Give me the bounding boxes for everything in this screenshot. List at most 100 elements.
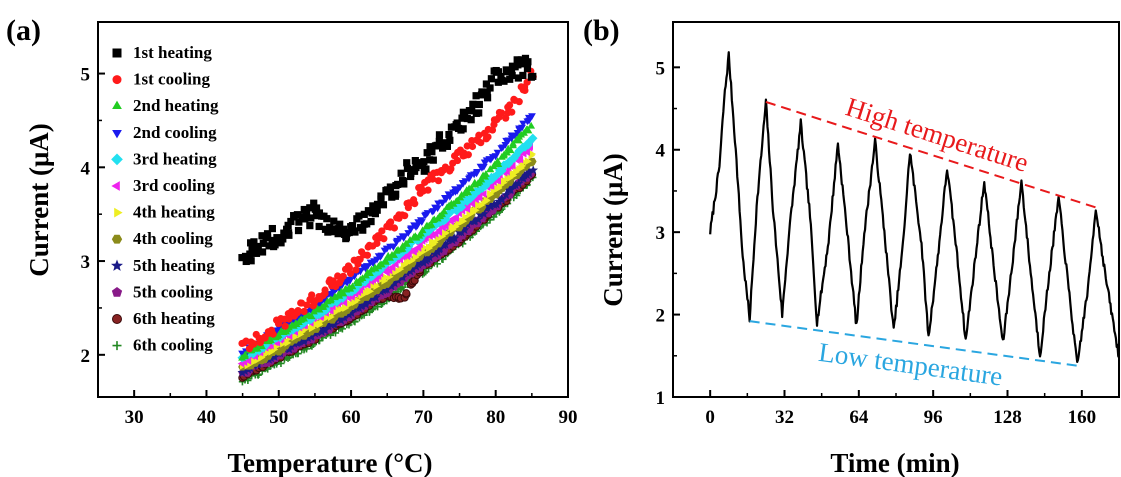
data-point xyxy=(344,309,354,319)
x-tick-label: 50 xyxy=(269,407,288,428)
data-point xyxy=(469,100,477,108)
data-point xyxy=(370,292,381,302)
data-point xyxy=(424,186,432,194)
current-trace xyxy=(709,51,1120,364)
data-point xyxy=(486,84,494,92)
legend-entry: 4th heating xyxy=(114,203,215,222)
data-point xyxy=(346,269,355,278)
data-point xyxy=(467,116,475,124)
high-temperature-label: High temperature xyxy=(842,92,1032,178)
data-point xyxy=(373,303,382,311)
data-point xyxy=(367,217,375,226)
series-1st-heating xyxy=(238,54,537,266)
panel-b-label: (b) xyxy=(583,14,620,47)
series-2nd-heating xyxy=(238,121,536,361)
data-point xyxy=(474,185,484,196)
data-point xyxy=(392,190,400,198)
data-point xyxy=(505,184,516,194)
data-point xyxy=(381,256,390,264)
data-point xyxy=(519,170,530,180)
x-tick-label: 90 xyxy=(559,407,578,428)
data-point xyxy=(453,188,462,195)
data-point xyxy=(418,226,427,234)
data-point xyxy=(502,114,510,122)
legend-label: 1st cooling xyxy=(133,70,210,89)
data-point xyxy=(525,117,533,125)
data-point xyxy=(386,183,394,191)
x-tick-label: 128 xyxy=(993,407,1022,428)
data-point xyxy=(237,367,248,377)
data-point xyxy=(520,128,528,136)
data-point xyxy=(294,306,302,315)
data-point xyxy=(524,58,532,66)
data-point xyxy=(473,169,481,176)
data-point xyxy=(452,222,460,231)
legend-label: 1st heating xyxy=(133,43,212,62)
data-point xyxy=(389,243,398,251)
data-point xyxy=(452,213,460,222)
data-point xyxy=(434,244,445,254)
data-point xyxy=(523,148,530,157)
data-point xyxy=(320,325,330,335)
data-point xyxy=(497,166,507,176)
data-point xyxy=(441,196,450,204)
legend-entry: 5th heating xyxy=(111,256,215,275)
data-point xyxy=(279,235,287,243)
data-point xyxy=(483,94,492,102)
data-point xyxy=(484,133,492,141)
data-point xyxy=(346,277,354,285)
data-point xyxy=(402,289,411,298)
data-point xyxy=(510,171,518,180)
data-point xyxy=(468,199,476,208)
data-point xyxy=(515,98,523,106)
data-point xyxy=(300,307,308,316)
data-point xyxy=(528,157,537,166)
data-point xyxy=(300,314,308,322)
data-point xyxy=(494,160,503,168)
data-point xyxy=(241,350,249,358)
data-point xyxy=(496,194,507,204)
panel-a-label: (a) xyxy=(6,14,41,47)
data-point xyxy=(424,252,435,262)
high-temperature-dashed-line xyxy=(765,100,1097,209)
data-point xyxy=(317,326,327,336)
x-tick-label: 96 xyxy=(924,407,943,428)
data-point xyxy=(345,228,353,237)
data-point xyxy=(482,202,493,212)
data-point xyxy=(505,156,515,166)
data-point xyxy=(307,312,316,320)
data-point xyxy=(430,248,441,259)
data-point xyxy=(274,331,283,338)
data-point xyxy=(508,161,516,170)
data-point xyxy=(269,351,280,362)
x-tick-label: 30 xyxy=(125,407,144,428)
legend-label: 2nd cooling xyxy=(133,123,217,142)
data-point xyxy=(464,188,472,196)
data-point xyxy=(330,217,338,225)
data-point xyxy=(377,260,386,268)
data-point xyxy=(463,142,471,150)
data-point xyxy=(506,146,515,154)
data-point xyxy=(240,366,250,376)
data-point xyxy=(431,238,439,247)
y-tick-label: 5 xyxy=(81,65,91,86)
data-point xyxy=(353,296,361,305)
data-point xyxy=(244,356,252,365)
data-point xyxy=(479,163,488,171)
legend-marker xyxy=(112,48,122,58)
data-point xyxy=(443,142,452,150)
y-tick-label: 3 xyxy=(656,223,666,244)
legend-marker xyxy=(112,100,122,110)
data-point xyxy=(366,269,374,276)
data-point xyxy=(411,200,419,208)
data-point xyxy=(477,175,486,183)
data-point xyxy=(400,180,408,188)
x-tick-label: 70 xyxy=(414,407,433,428)
data-point xyxy=(516,155,524,164)
data-point xyxy=(449,233,460,243)
y-tick-label: 2 xyxy=(81,346,91,367)
x-tick-label: 40 xyxy=(197,407,216,428)
data-point xyxy=(426,243,433,252)
data-point xyxy=(434,177,443,185)
data-point xyxy=(329,277,337,285)
